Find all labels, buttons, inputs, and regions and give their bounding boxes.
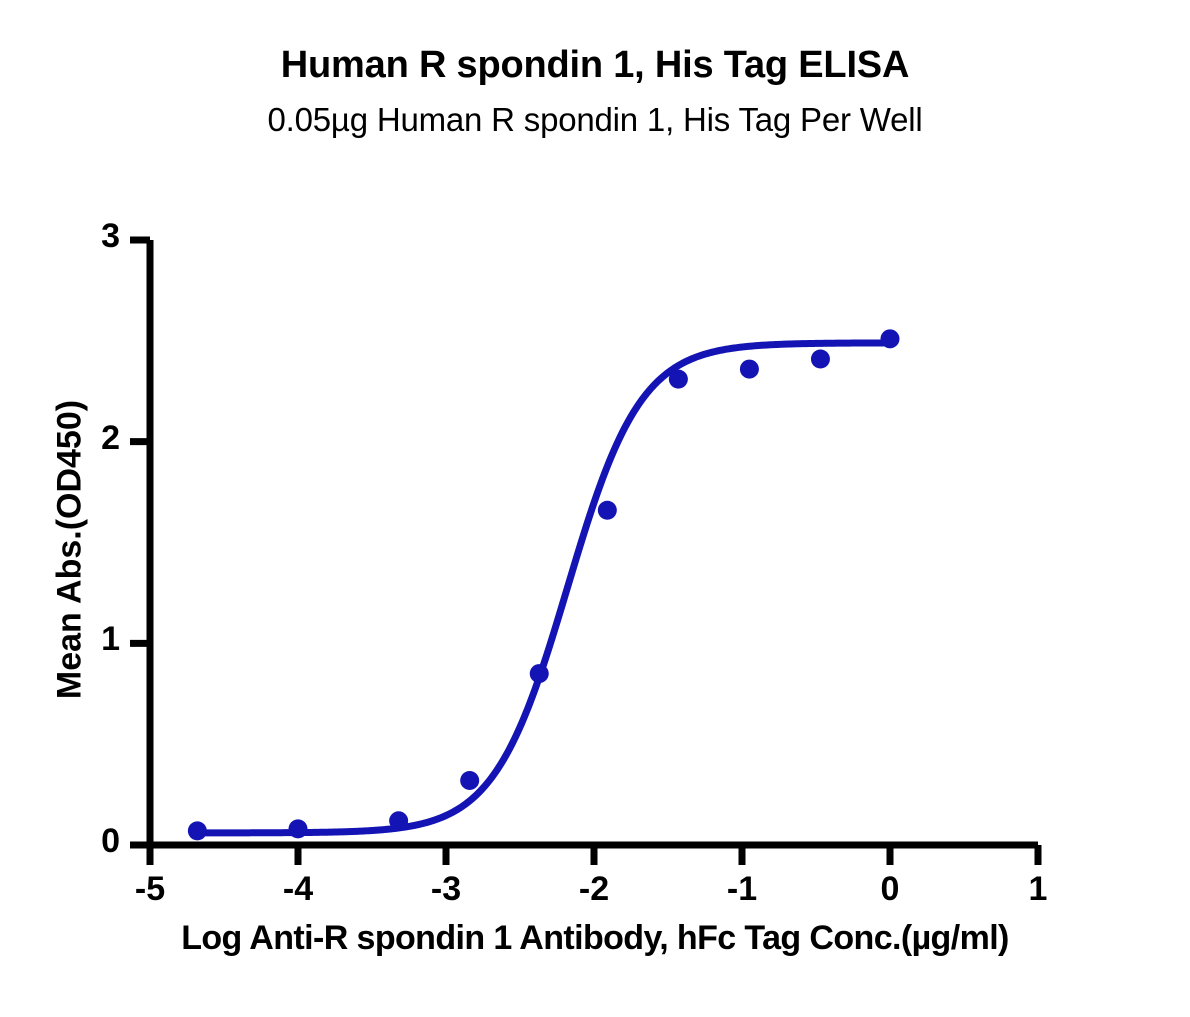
x-tick-label: -5 [134,870,166,908]
y-tick-label: 2 [101,418,120,457]
x-tick-label: -4 [282,870,314,908]
x-tick-label: 0 [880,870,900,908]
fit-curve [193,339,894,837]
data-point [187,821,207,841]
data-point [597,500,617,520]
y-tick-label: 1 [101,620,120,659]
data-point [668,369,688,389]
data-point [288,819,308,839]
data-point [880,329,900,349]
chart-subtitle: 0.05µg Human R spondin 1, His Tag Per We… [267,101,923,138]
y-tick-label: 0 [101,822,120,860]
data-point [810,349,830,369]
data-point [739,359,759,379]
x-tick-label: -2 [578,870,610,908]
x-tick-label: 1 [1028,870,1048,908]
data-point [389,811,409,831]
data-series [187,329,900,841]
x-tick-label: -1 [726,870,758,908]
data-point [529,664,549,684]
y-tick-label: 3 [101,217,120,255]
x-tick-label: -3 [430,870,462,908]
data-point [460,770,480,790]
x-axis-label: Log Anti-R spondin 1 Antibody, hFc Tag C… [181,919,1009,957]
axes [130,236,1042,865]
chart-title: Human R spondin 1, His Tag ELISA [280,44,910,86]
